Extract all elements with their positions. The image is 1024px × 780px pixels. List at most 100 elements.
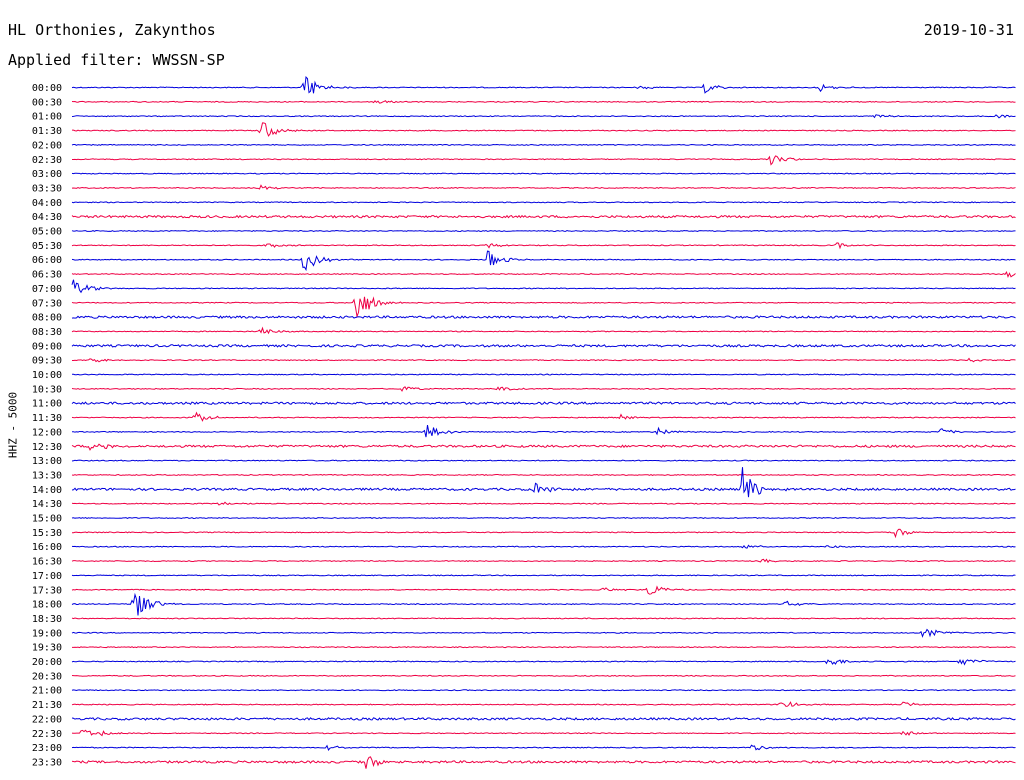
row-time-label: 04:00 (32, 198, 62, 209)
row-time-label: 12:00 (32, 427, 62, 438)
row-time-label: 21:00 (32, 686, 62, 697)
row-time-label: 09:30 (32, 356, 62, 367)
trace-line (71, 501, 1016, 506)
trace-line (71, 155, 1016, 166)
row-time-label: 13:30 (32, 470, 62, 481)
trace-line (71, 315, 1016, 319)
trace-line (71, 544, 1016, 549)
row-time-label: 04:30 (32, 212, 62, 223)
row-time-label: 22:00 (32, 714, 62, 725)
row-time-label: 15:00 (32, 514, 62, 525)
trace-line (71, 592, 1016, 616)
row-time-label: 02:30 (32, 155, 62, 166)
row-time-label: 06:00 (32, 255, 62, 266)
trace-line (71, 628, 1016, 638)
trace-line (71, 744, 1016, 751)
row-time-label: 10:30 (32, 384, 62, 395)
trace-line (71, 473, 1016, 476)
trace-line (71, 279, 1016, 294)
row-time-label: 12:30 (32, 442, 62, 453)
row-time-label: 02:00 (32, 140, 62, 151)
row-time-label: 20:30 (32, 671, 62, 682)
trace-line (71, 386, 1016, 392)
row-time-label: 18:30 (32, 614, 62, 625)
trace-line (71, 658, 1016, 666)
row-time-label: 19:00 (32, 628, 62, 639)
row-time-label: 17:30 (32, 585, 62, 596)
row-time-label: 20:00 (32, 657, 62, 668)
row-time-label: 09:00 (32, 341, 62, 352)
trace-line (71, 143, 1016, 146)
row-time-label: 13:00 (32, 456, 62, 467)
row-time-label: 05:00 (32, 227, 62, 238)
trace-line (71, 717, 1016, 721)
trace-line (71, 357, 1016, 363)
trace-line (72, 528, 1016, 539)
row-time-label: 16:30 (32, 557, 62, 568)
trace-line (71, 230, 1016, 232)
trace-line (71, 411, 1016, 422)
trace-line (71, 467, 1016, 498)
trace-line (71, 343, 1016, 348)
row-time-label: 15:30 (32, 528, 62, 539)
trace-line (71, 76, 1016, 94)
trace-line (71, 729, 1016, 737)
trace-line (71, 574, 1016, 577)
trace-line (71, 701, 1016, 707)
row-time-label: 06:30 (32, 270, 62, 281)
trace-line (71, 517, 1016, 520)
trace-line (71, 443, 1016, 451)
trace-line (71, 558, 1016, 564)
row-time-label: 11:00 (32, 399, 62, 410)
trace-line (71, 401, 1016, 406)
trace-line (71, 172, 1016, 175)
row-time-label: 23:00 (32, 743, 62, 754)
trace-line (71, 674, 1016, 677)
trace-line (71, 756, 1016, 769)
row-time-label: 14:30 (32, 499, 62, 510)
station-title: HL Orthonies, Zakynthos (8, 21, 216, 39)
trace-line (71, 424, 1016, 438)
trace-line (71, 296, 1016, 319)
row-time-label: 01:00 (32, 112, 62, 123)
row-time-label: 17:00 (32, 571, 62, 582)
trace-line (71, 214, 1016, 219)
trace-line (71, 100, 1016, 104)
row-time-label: 03:30 (32, 183, 62, 194)
trace-line (71, 459, 1016, 462)
trace-line (71, 689, 1016, 692)
row-time-label: 16:00 (32, 542, 62, 553)
trace-line (71, 617, 1016, 620)
row-time-label: 23:30 (32, 757, 62, 768)
filter-label: Applied filter: WWSSN-SP (8, 51, 225, 69)
row-time-label: 08:30 (32, 327, 62, 338)
trace-line (71, 270, 1016, 278)
row-time-label: 03:00 (32, 169, 62, 180)
trace-line (71, 646, 1016, 649)
trace-line (71, 242, 1016, 250)
trace-line (71, 326, 1016, 335)
trace-line (71, 373, 1016, 376)
trace-line (71, 114, 1016, 119)
trace-line (71, 122, 1016, 137)
trace-line (71, 201, 1016, 204)
row-time-label: 00:30 (32, 97, 62, 108)
row-time-label: 01:30 (32, 126, 62, 137)
trace-line (71, 250, 1016, 272)
trace-line (71, 184, 1016, 190)
row-time-label: 22:30 (32, 729, 62, 740)
date-label: 2019-10-31 (923, 21, 1014, 39)
row-time-label: 10:00 (32, 370, 62, 381)
row-time-label: 07:00 (32, 284, 62, 295)
row-time-label: 00:00 (32, 83, 62, 94)
row-time-label: 08:00 (32, 313, 62, 324)
row-time-label: 19:30 (32, 643, 62, 654)
row-time-label: 21:30 (32, 700, 62, 711)
row-time-label: 11:30 (32, 413, 62, 424)
row-time-label: 05:30 (32, 241, 62, 252)
row-time-label: 14:00 (32, 485, 62, 496)
trace-line (71, 585, 1016, 595)
row-time-label: 07:30 (32, 298, 62, 309)
row-time-label: 18:00 (32, 600, 62, 611)
